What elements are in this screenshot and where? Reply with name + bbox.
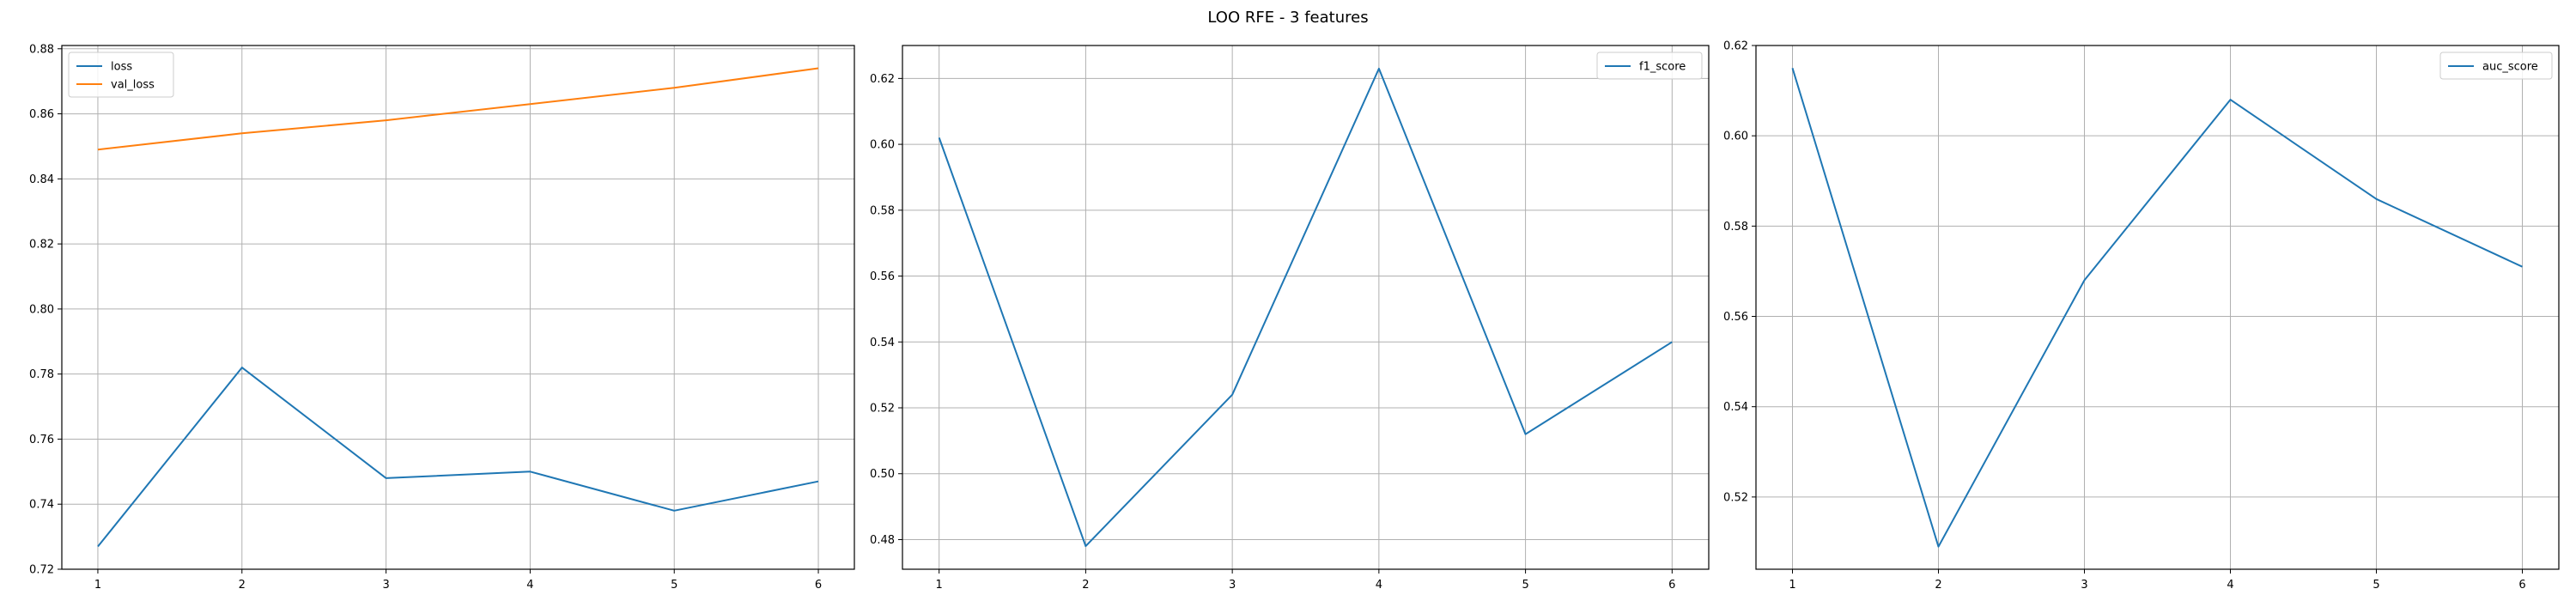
y-tick-label: 0.48 bbox=[870, 534, 895, 547]
y-tick-label: 0.72 bbox=[29, 564, 54, 577]
x-tick-label: 6 bbox=[2518, 579, 2525, 592]
x-tick-label: 5 bbox=[671, 579, 677, 592]
plot-frame bbox=[902, 45, 1710, 570]
x-tick-label: 4 bbox=[1376, 579, 1382, 592]
x-tick-label: 2 bbox=[239, 579, 246, 592]
legend-box bbox=[1596, 52, 1703, 80]
y-tick-label: 0.82 bbox=[29, 239, 54, 252]
series-line-loss bbox=[97, 367, 819, 548]
legend-label: val_loss bbox=[111, 79, 155, 92]
y-tick-label: 0.62 bbox=[1723, 40, 1748, 53]
y-tick-label: 0.56 bbox=[870, 270, 895, 283]
legend: auc_score bbox=[2439, 52, 2553, 80]
y-tick-label: 0.76 bbox=[29, 434, 54, 446]
plot-area bbox=[62, 46, 854, 569]
x-tick-label: 2 bbox=[1082, 579, 1089, 592]
x-tick-label: 1 bbox=[1789, 579, 1795, 592]
y-tick-label: 0.86 bbox=[29, 108, 54, 121]
x-tick-label: 1 bbox=[936, 579, 943, 592]
x-tick-label: 3 bbox=[1229, 579, 1236, 592]
x-tick-label: 3 bbox=[2081, 579, 2087, 592]
x-tick-label: 1 bbox=[94, 579, 101, 592]
plot-area bbox=[1756, 46, 2559, 569]
legend-box bbox=[2439, 52, 2553, 80]
y-tick-label: 0.54 bbox=[1723, 401, 1748, 414]
y-tick-label: 0.58 bbox=[870, 204, 895, 217]
x-tick-label: 5 bbox=[2372, 579, 2379, 592]
legend-label: loss bbox=[111, 61, 132, 74]
legend-label: f1_score bbox=[1639, 61, 1686, 74]
y-tick-label: 0.58 bbox=[1723, 221, 1748, 234]
plot-area bbox=[902, 46, 1709, 569]
y-tick-label: 0.78 bbox=[29, 368, 54, 381]
legend: f1_score bbox=[1596, 52, 1703, 80]
legend-box bbox=[68, 52, 174, 98]
x-tick-label: 2 bbox=[1935, 579, 1941, 592]
plot-frame bbox=[1755, 45, 2560, 570]
y-tick-label: 0.62 bbox=[870, 73, 895, 86]
y-tick-label: 0.52 bbox=[870, 403, 895, 416]
y-tick-label: 0.56 bbox=[1723, 311, 1748, 324]
y-tick-label: 0.80 bbox=[29, 303, 54, 316]
series-line-auc_score bbox=[1791, 68, 2523, 548]
y-tick-label: 0.60 bbox=[1723, 131, 1748, 143]
y-tick-label: 0.84 bbox=[29, 173, 54, 186]
plot-frame bbox=[61, 45, 855, 570]
x-tick-label: 4 bbox=[2227, 579, 2233, 592]
series-line-f1_score bbox=[938, 67, 1673, 548]
x-tick-label: 6 bbox=[815, 579, 822, 592]
x-tick-label: 6 bbox=[1668, 579, 1675, 592]
legend: loss val_loss bbox=[68, 52, 174, 98]
series-line-val_loss bbox=[97, 67, 819, 151]
figure-title: LOO RFE - 3 features bbox=[1207, 9, 1369, 27]
x-tick-label: 4 bbox=[526, 579, 533, 592]
y-tick-label: 0.52 bbox=[1723, 491, 1748, 504]
x-tick-label: 3 bbox=[382, 579, 389, 592]
y-tick-label: 0.88 bbox=[29, 43, 54, 56]
y-tick-label: 0.54 bbox=[870, 337, 895, 349]
y-tick-label: 0.74 bbox=[29, 499, 54, 512]
x-tick-label: 5 bbox=[1522, 579, 1528, 592]
y-tick-label: 0.60 bbox=[870, 139, 895, 152]
legend-label: auc_score bbox=[2482, 61, 2538, 74]
y-tick-label: 0.50 bbox=[870, 468, 895, 481]
